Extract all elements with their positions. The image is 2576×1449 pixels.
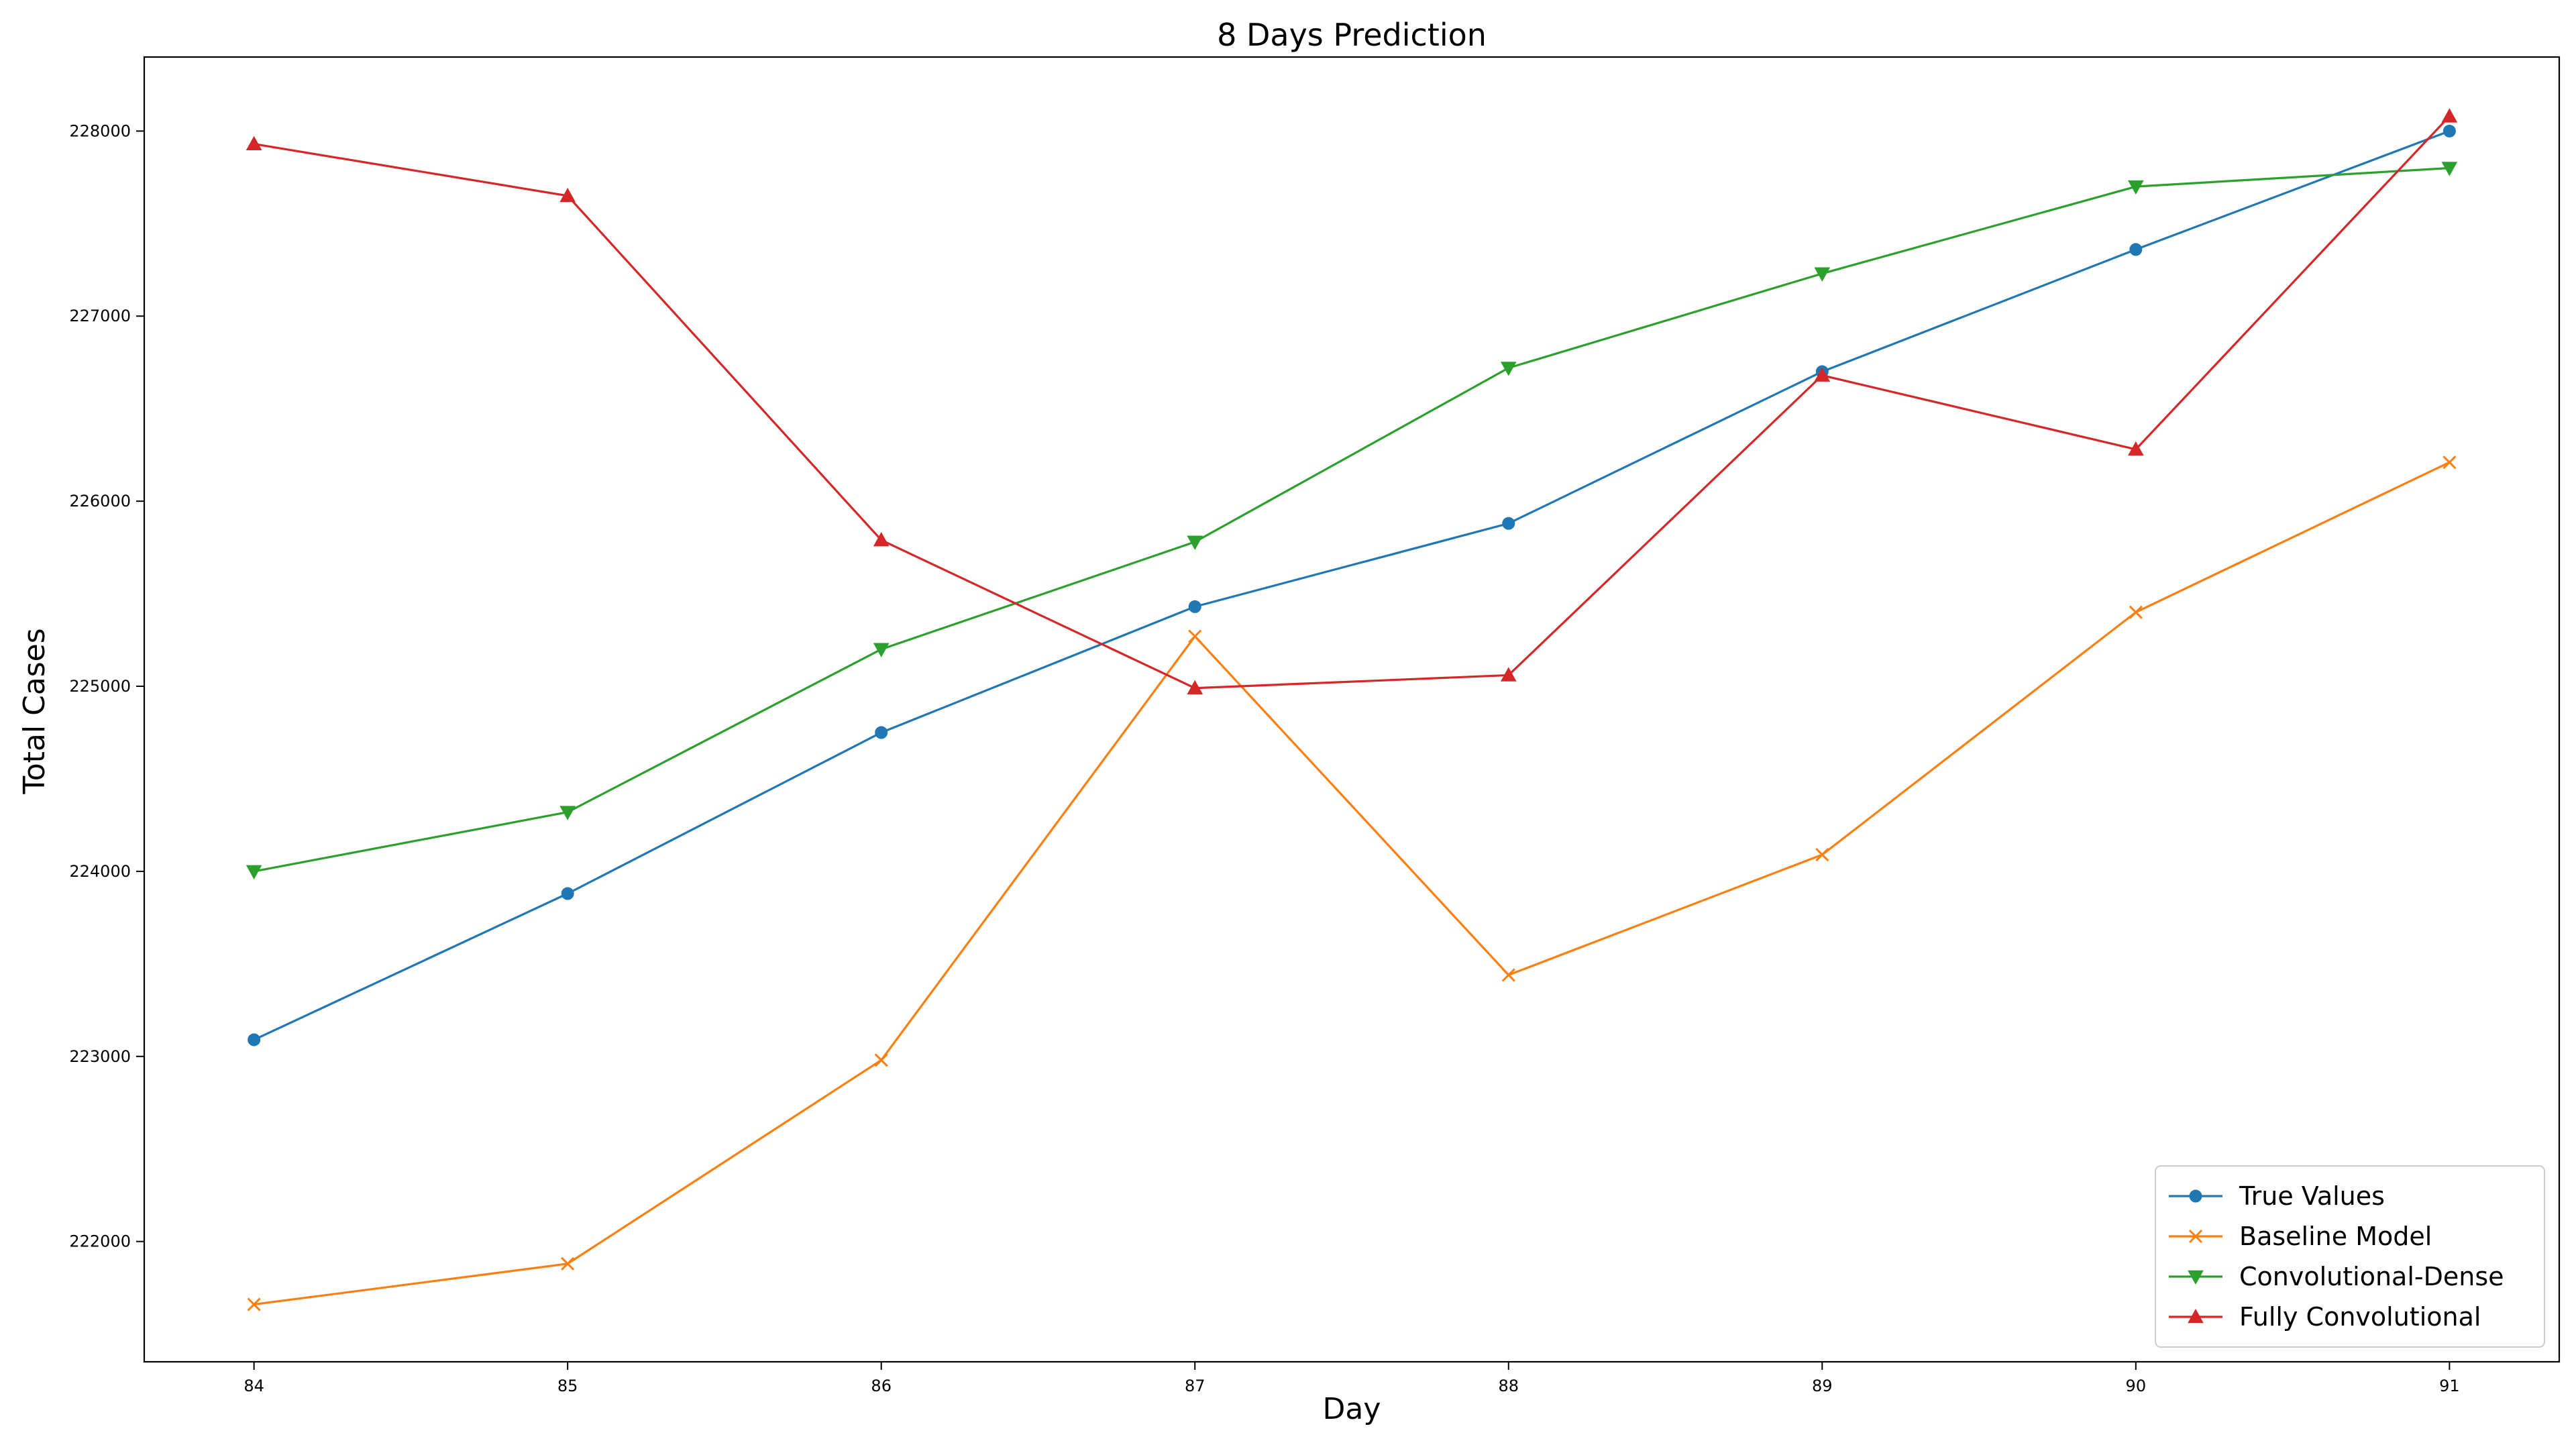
series-line (254, 461, 2451, 1306)
series-line (254, 115, 2451, 690)
legend-marker (2188, 1308, 2204, 1324)
data-point (1187, 680, 1203, 695)
x-tick-label: 86 (871, 1377, 892, 1395)
data-point (2127, 441, 2144, 456)
x-tick-label: 91 (2439, 1377, 2460, 1395)
legend-label: Convolutional-Dense (2239, 1262, 2504, 1291)
data-point (247, 1297, 261, 1311)
data-point (246, 136, 262, 150)
data-point (559, 187, 576, 203)
data-point (1188, 629, 1202, 643)
data-point (1815, 848, 1829, 862)
plot-frame (143, 56, 2561, 1363)
data-point (2129, 243, 2143, 256)
data-point (1188, 600, 1201, 613)
data-point (2127, 180, 2144, 195)
legend-marker (2188, 1229, 2203, 1244)
y-tick-label: 227000 (69, 307, 131, 325)
y-tick-label: 226000 (69, 492, 131, 511)
y-tick-label: 225000 (69, 677, 131, 696)
data-point (248, 1033, 261, 1046)
x-tick-label: 87 (1185, 1377, 1205, 1395)
data-point (874, 1053, 888, 1067)
x-tick-label: 89 (1812, 1377, 1833, 1395)
legend-label: Baseline Model (2239, 1222, 2432, 1251)
x-axis-label: Day (1323, 1392, 1381, 1426)
x-tick-label: 84 (244, 1377, 264, 1395)
y-tick-label: 224000 (69, 862, 131, 881)
legend-label: Fully Convolutional (2239, 1302, 2481, 1332)
series-line (253, 129, 2450, 1041)
x-tick-label: 88 (1498, 1377, 1519, 1395)
series-line (254, 166, 2450, 873)
data-point (2443, 124, 2456, 138)
data-point (1501, 968, 1515, 982)
legend-marker (2188, 1270, 2204, 1285)
chart-title: 8 Days Prediction (1217, 17, 1487, 53)
y-tick-label: 228000 (69, 121, 131, 140)
data-point (873, 643, 890, 657)
data-point (2443, 455, 2457, 470)
x-tick-label: 90 (2126, 1377, 2147, 1395)
legend-box (2155, 1165, 2545, 1348)
data-point (561, 1256, 575, 1271)
data-point (873, 532, 890, 547)
data-point (2441, 162, 2458, 176)
x-tick-label: 85 (557, 1377, 578, 1395)
data-point (1502, 517, 1515, 530)
legend-marker (2189, 1189, 2202, 1203)
legend: True Values Baseline Model Convolutional-D… (2155, 1165, 2545, 1348)
data-point (559, 806, 576, 820)
data-point (1500, 362, 1517, 376)
data-point (1500, 667, 1517, 682)
data-point (1187, 535, 1203, 550)
y-axis-label: Total Cases (17, 628, 52, 794)
y-tick-label: 223000 (69, 1047, 131, 1066)
data-point (1814, 267, 1831, 282)
legend-label: True Values (2239, 1181, 2385, 1211)
y-tick-label: 222000 (69, 1232, 131, 1251)
data-point (2441, 108, 2458, 123)
data-point (2129, 605, 2143, 619)
data-point (1814, 367, 1831, 382)
data-point (561, 887, 574, 900)
plot-area: 84 85 86 87 88 89 90 91 222000 223000 224000 225000… (69, 56, 2561, 1395)
data-point (246, 865, 262, 879)
data-point (875, 726, 888, 739)
